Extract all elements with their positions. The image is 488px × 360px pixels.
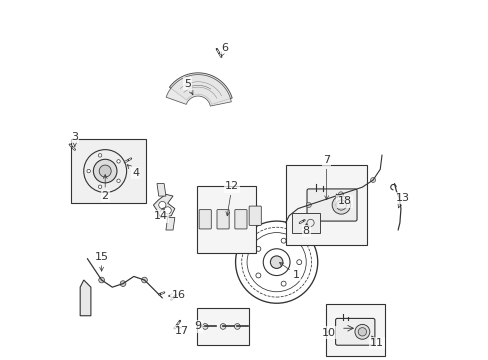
FancyBboxPatch shape [325, 304, 384, 356]
Text: 16: 16 [168, 290, 185, 300]
Text: 7: 7 [323, 156, 329, 200]
Circle shape [120, 281, 125, 287]
Text: 17: 17 [175, 326, 189, 336]
FancyBboxPatch shape [197, 307, 248, 345]
Text: 9: 9 [194, 321, 203, 332]
Circle shape [159, 202, 165, 208]
Circle shape [305, 203, 311, 207]
Circle shape [358, 328, 366, 336]
Circle shape [354, 324, 369, 339]
Circle shape [93, 159, 117, 183]
FancyBboxPatch shape [335, 319, 374, 345]
Circle shape [99, 277, 104, 283]
Circle shape [202, 324, 207, 329]
Text: 13: 13 [395, 193, 408, 208]
Circle shape [234, 324, 240, 329]
Circle shape [370, 177, 375, 183]
Polygon shape [153, 194, 175, 217]
Circle shape [99, 165, 111, 177]
Text: 2: 2 [102, 175, 108, 201]
Text: 11: 11 [369, 336, 383, 348]
Polygon shape [169, 73, 232, 104]
FancyBboxPatch shape [71, 139, 146, 203]
Circle shape [270, 256, 283, 269]
FancyBboxPatch shape [217, 210, 229, 229]
Text: 18: 18 [335, 194, 351, 206]
FancyBboxPatch shape [199, 210, 211, 229]
Text: 1: 1 [279, 262, 299, 280]
Circle shape [164, 207, 171, 214]
Text: 3: 3 [71, 132, 78, 146]
Circle shape [83, 150, 126, 193]
Polygon shape [80, 280, 91, 316]
Text: 4: 4 [127, 165, 139, 178]
Text: 15: 15 [94, 252, 108, 271]
Polygon shape [166, 75, 231, 106]
Circle shape [117, 159, 120, 163]
Circle shape [338, 192, 343, 197]
Text: 6: 6 [221, 43, 228, 57]
Polygon shape [165, 217, 175, 230]
FancyBboxPatch shape [248, 206, 261, 225]
FancyBboxPatch shape [291, 213, 320, 233]
Text: 8: 8 [302, 224, 309, 236]
FancyBboxPatch shape [285, 165, 366, 246]
Circle shape [98, 154, 102, 157]
Circle shape [98, 185, 102, 189]
Circle shape [87, 169, 90, 173]
FancyBboxPatch shape [197, 186, 256, 252]
Text: 10: 10 [321, 328, 335, 338]
FancyBboxPatch shape [306, 189, 356, 221]
FancyBboxPatch shape [234, 210, 246, 229]
Text: 14: 14 [153, 208, 167, 221]
Circle shape [331, 196, 350, 214]
Polygon shape [157, 184, 165, 196]
Circle shape [117, 179, 120, 183]
Circle shape [220, 324, 225, 329]
Text: 12: 12 [224, 181, 239, 216]
Circle shape [335, 200, 346, 210]
Text: 5: 5 [183, 78, 192, 95]
Circle shape [142, 277, 147, 283]
